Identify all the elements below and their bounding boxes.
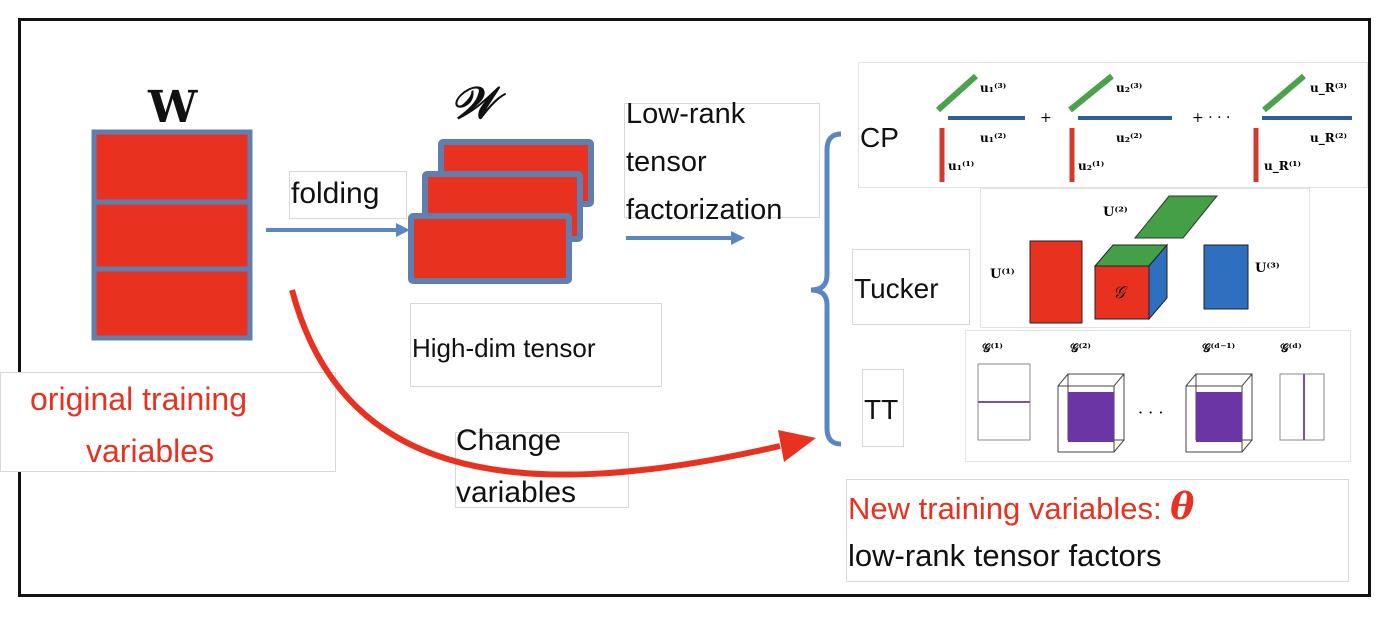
new-vars-line1: New training variables: θ [848,486,1194,528]
change-vars-arrow [289,289,816,478]
change-vars-line2: variables [456,476,577,509]
new-vars-line2: low-rank tensor factors [848,538,1162,573]
diagram-frame [18,18,1371,597]
matrix-symbol: W [148,82,198,133]
cp-ur-3: u_R⁽³⁾ [1310,81,1347,96]
tt-decomposition: 𝒢⁽¹⁾ 𝒢⁽²⁾ · · · 𝒢⁽ᵈ⁻¹⁾ 𝒢⁽ᵈ⁾ [977,341,1325,453]
cp-ur-2: u_R⁽²⁾ [1310,131,1347,146]
method-tt: TT [864,394,899,425]
original-vars-line2: variables [86,433,215,469]
factorization-line2: tensor [626,146,707,178]
folding-box [289,171,407,219]
tt-label-box [862,369,904,447]
factorization-line1: Low-rank [626,98,746,130]
cp-u1-1: u₁⁽¹⁾ [948,159,974,173]
tt-gd1: 𝒢⁽ᵈ⁻¹⁾ [1202,341,1235,355]
cp-u1-3: u₁⁽³⁾ [980,81,1006,95]
tt-g1: 𝒢⁽¹⁾ [982,341,1003,355]
new-vars-title: New training variables: [848,491,1171,526]
tensor-w-graphic [408,139,594,284]
tucker-u3: U⁽³⁾ [1255,261,1280,276]
factorization-line3: factorization [626,194,783,226]
folding-label: folding [291,177,380,210]
cp-ur-1: u_R⁽¹⁾ [1264,159,1301,174]
factorization-box [624,103,820,218]
cp-u2-1: u₂⁽¹⁾ [1078,159,1104,173]
tensor-caption-box [410,303,662,387]
tucker-decomposition: U⁽²⁾ U⁽¹⁾ 𝒢 U⁽³⁾ [990,195,1280,324]
tucker-u2: U⁽²⁾ [1103,205,1128,220]
cp-u2-2: u₂⁽²⁾ [1116,131,1142,145]
methods-brace [810,131,842,447]
original-vars-line1: original training [30,381,248,417]
cp-plus-dots: + · · · [1192,110,1230,126]
method-cp: CP [860,122,899,153]
change-vars-line1: Change [456,424,562,457]
factorization-arrow [626,231,745,245]
tt-dots: · · · [1138,403,1163,422]
folding-arrow [266,223,410,237]
matrix-w-graphic [91,129,253,341]
tensor-symbol: 𝒲 [450,78,497,129]
tt-g2: 𝒢⁽²⁾ [1070,341,1091,355]
tucker-u1: U⁽¹⁾ [990,267,1015,282]
theta-symbol: θ [1170,486,1195,528]
cp-u2-3: u₂⁽³⁾ [1116,81,1142,95]
new-vars-box [846,479,1349,582]
tensor-caption: High-dim tensor [412,333,596,363]
cp-plus: + [1040,110,1052,126]
method-tucker: Tucker [854,273,939,304]
tucker-label-box [852,249,970,325]
tt-gd: 𝒢⁽ᵈ⁾ [1280,341,1302,355]
tucker-core: 𝒢 [1113,283,1128,303]
original-vars-box [0,372,336,472]
cp-decomposition: u₁⁽³⁾ u₁⁽²⁾ u₁⁽¹⁾ + u₂⁽³⁾ u₂⁽²⁾ u₂⁽¹⁾ + … [935,73,1352,182]
cp-u1-2: u₁⁽²⁾ [980,131,1006,145]
